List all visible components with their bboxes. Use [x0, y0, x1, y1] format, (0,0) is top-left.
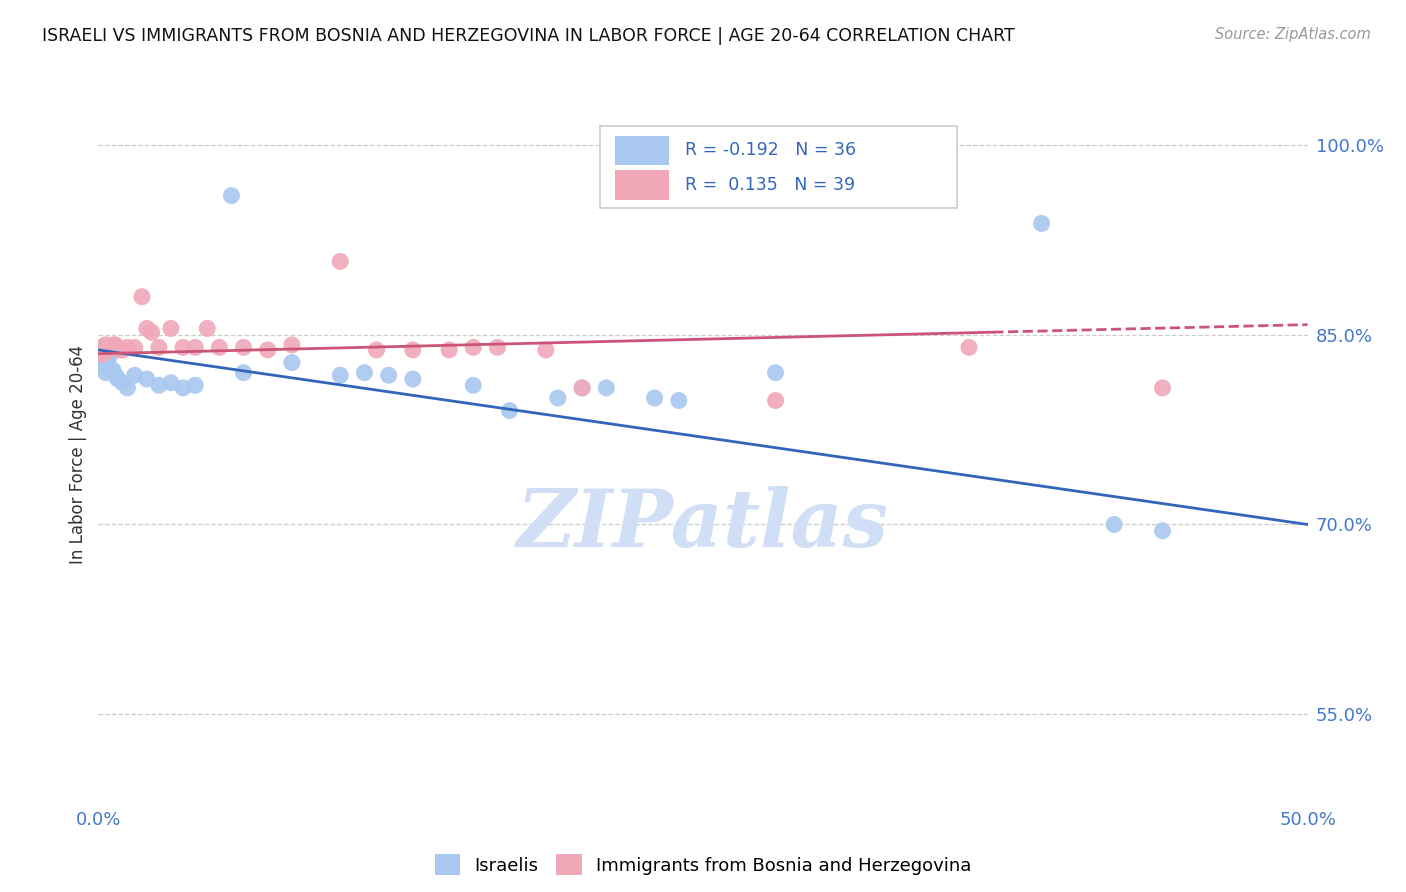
Point [117, 381, 139, 395]
Point [1031, 216, 1053, 230]
Point [107, 340, 129, 354]
Point [100, 340, 122, 354]
Point [141, 325, 163, 339]
Point [486, 340, 509, 354]
Point [91, 340, 114, 354]
Point [463, 378, 485, 392]
Point [281, 338, 304, 352]
Point [547, 391, 569, 405]
Point [90, 340, 112, 354]
Text: ISRAELI VS IMMIGRANTS FROM BOSNIA AND HERZEGOVINA IN LABOR FORCE | AGE 20-64 COR: ISRAELI VS IMMIGRANTS FROM BOSNIA AND HE… [42, 27, 1015, 45]
Point [595, 381, 617, 395]
Point [232, 366, 254, 380]
Point [97, 353, 120, 368]
Point [172, 340, 194, 354]
Point [221, 188, 243, 202]
Point [208, 340, 231, 354]
Text: ZIPatlas: ZIPatlas [517, 486, 889, 563]
Point [353, 366, 375, 380]
Point [463, 340, 485, 354]
Point [1152, 381, 1174, 395]
Point [437, 343, 460, 357]
Point [195, 321, 218, 335]
Point [97, 340, 120, 354]
Point [94, 366, 117, 380]
Point [148, 340, 170, 354]
Point [101, 338, 124, 352]
FancyBboxPatch shape [600, 126, 957, 208]
Text: R = -0.192   N = 36: R = -0.192 N = 36 [685, 141, 856, 159]
Point [100, 347, 122, 361]
Point [571, 381, 593, 395]
Point [232, 340, 254, 354]
Point [135, 372, 157, 386]
Point [765, 366, 787, 380]
Point [111, 376, 134, 390]
Point [104, 368, 127, 383]
Point [135, 321, 157, 335]
Point [107, 372, 129, 386]
Point [366, 343, 388, 357]
Point [90, 343, 112, 357]
Point [402, 343, 425, 357]
Point [957, 340, 980, 354]
Point [329, 254, 352, 268]
Y-axis label: In Labor Force | Age 20-64: In Labor Force | Age 20-64 [69, 345, 87, 565]
Point [281, 355, 304, 369]
FancyBboxPatch shape [614, 136, 669, 165]
Point [1102, 517, 1125, 532]
Point [160, 376, 183, 390]
Point [124, 340, 146, 354]
Legend: Israelis, Immigrants from Bosnia and Herzegovina: Israelis, Immigrants from Bosnia and Her… [426, 846, 980, 884]
Point [668, 393, 690, 408]
Point [377, 368, 399, 383]
Text: R =  0.135   N = 39: R = 0.135 N = 39 [685, 176, 855, 194]
Point [256, 343, 278, 357]
Point [91, 351, 114, 365]
Point [184, 340, 207, 354]
Point [111, 343, 134, 357]
Point [94, 343, 117, 357]
Point [101, 363, 124, 377]
Point [160, 321, 183, 335]
Point [534, 343, 557, 357]
Point [90, 347, 112, 361]
Point [644, 391, 666, 405]
Point [131, 290, 153, 304]
Point [172, 381, 194, 395]
Point [94, 338, 117, 352]
Point [329, 368, 352, 383]
Point [498, 403, 520, 417]
Point [108, 343, 131, 357]
FancyBboxPatch shape [614, 170, 669, 200]
Point [104, 338, 127, 352]
Point [1152, 524, 1174, 538]
Point [91, 347, 114, 361]
Point [97, 343, 120, 357]
Point [117, 340, 139, 354]
Point [402, 372, 425, 386]
Point [124, 368, 146, 383]
Point [765, 393, 787, 408]
Text: Source: ZipAtlas.com: Source: ZipAtlas.com [1215, 27, 1371, 42]
Point [94, 355, 117, 369]
Point [91, 359, 114, 374]
Point [148, 378, 170, 392]
Point [571, 381, 593, 395]
Point [184, 378, 207, 392]
